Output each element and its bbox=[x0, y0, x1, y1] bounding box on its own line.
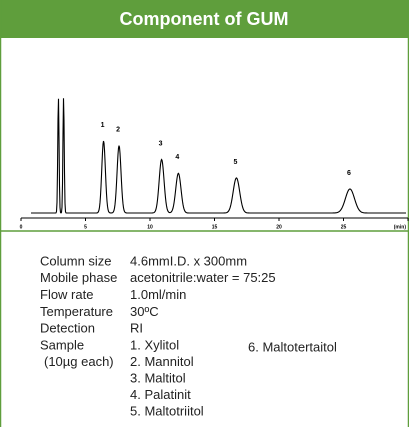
sample-item: 5. Maltotriitol bbox=[130, 403, 204, 418]
sample-extra: 6. Maltotertaitol bbox=[248, 339, 337, 354]
sample-note: (10µg each) bbox=[44, 354, 114, 369]
condition-label: Column size bbox=[40, 253, 112, 268]
peak-label: 1 bbox=[101, 122, 105, 129]
x-tick-label: 10 bbox=[147, 224, 153, 230]
peak-label: 6 bbox=[347, 170, 351, 177]
x-tick-label: 5 bbox=[84, 224, 87, 230]
peak-label: 3 bbox=[159, 140, 163, 147]
condition-value: 30ºC bbox=[130, 304, 159, 319]
x-tick-label: 15 bbox=[212, 224, 218, 230]
sample-item: 2. Mannitol bbox=[130, 354, 194, 369]
condition-label: Mobile phase bbox=[40, 270, 117, 285]
x-tick-label: 20 bbox=[276, 224, 282, 230]
title: Component of GUM bbox=[120, 9, 289, 29]
peak-label: 5 bbox=[233, 159, 237, 166]
peak-label: 2 bbox=[116, 126, 120, 133]
condition-value: RI bbox=[130, 321, 143, 336]
condition-label: Flow rate bbox=[40, 287, 93, 302]
condition-label: Temperature bbox=[40, 304, 113, 319]
peak-label: 4 bbox=[175, 154, 179, 161]
sample-item: 1. Xylitol bbox=[130, 337, 179, 352]
sample-item: 3. Maltitol bbox=[130, 370, 186, 385]
header-band bbox=[0, 0, 409, 38]
sample-item: 4. Palatinit bbox=[130, 387, 191, 402]
condition-value: acetonitrile:water = 75:25 bbox=[130, 270, 276, 285]
condition-value: 4.6mmI.D. x 300mm bbox=[130, 253, 247, 268]
condition-value: 1.0ml/min bbox=[130, 287, 186, 302]
sample-label: Sample bbox=[40, 337, 84, 352]
trace bbox=[31, 98, 406, 214]
x-tick-label: (min) bbox=[394, 224, 407, 230]
x-tick-label: 25 bbox=[341, 224, 347, 230]
condition-label: Detection bbox=[40, 321, 95, 336]
x-tick-label: 0 bbox=[20, 224, 23, 230]
